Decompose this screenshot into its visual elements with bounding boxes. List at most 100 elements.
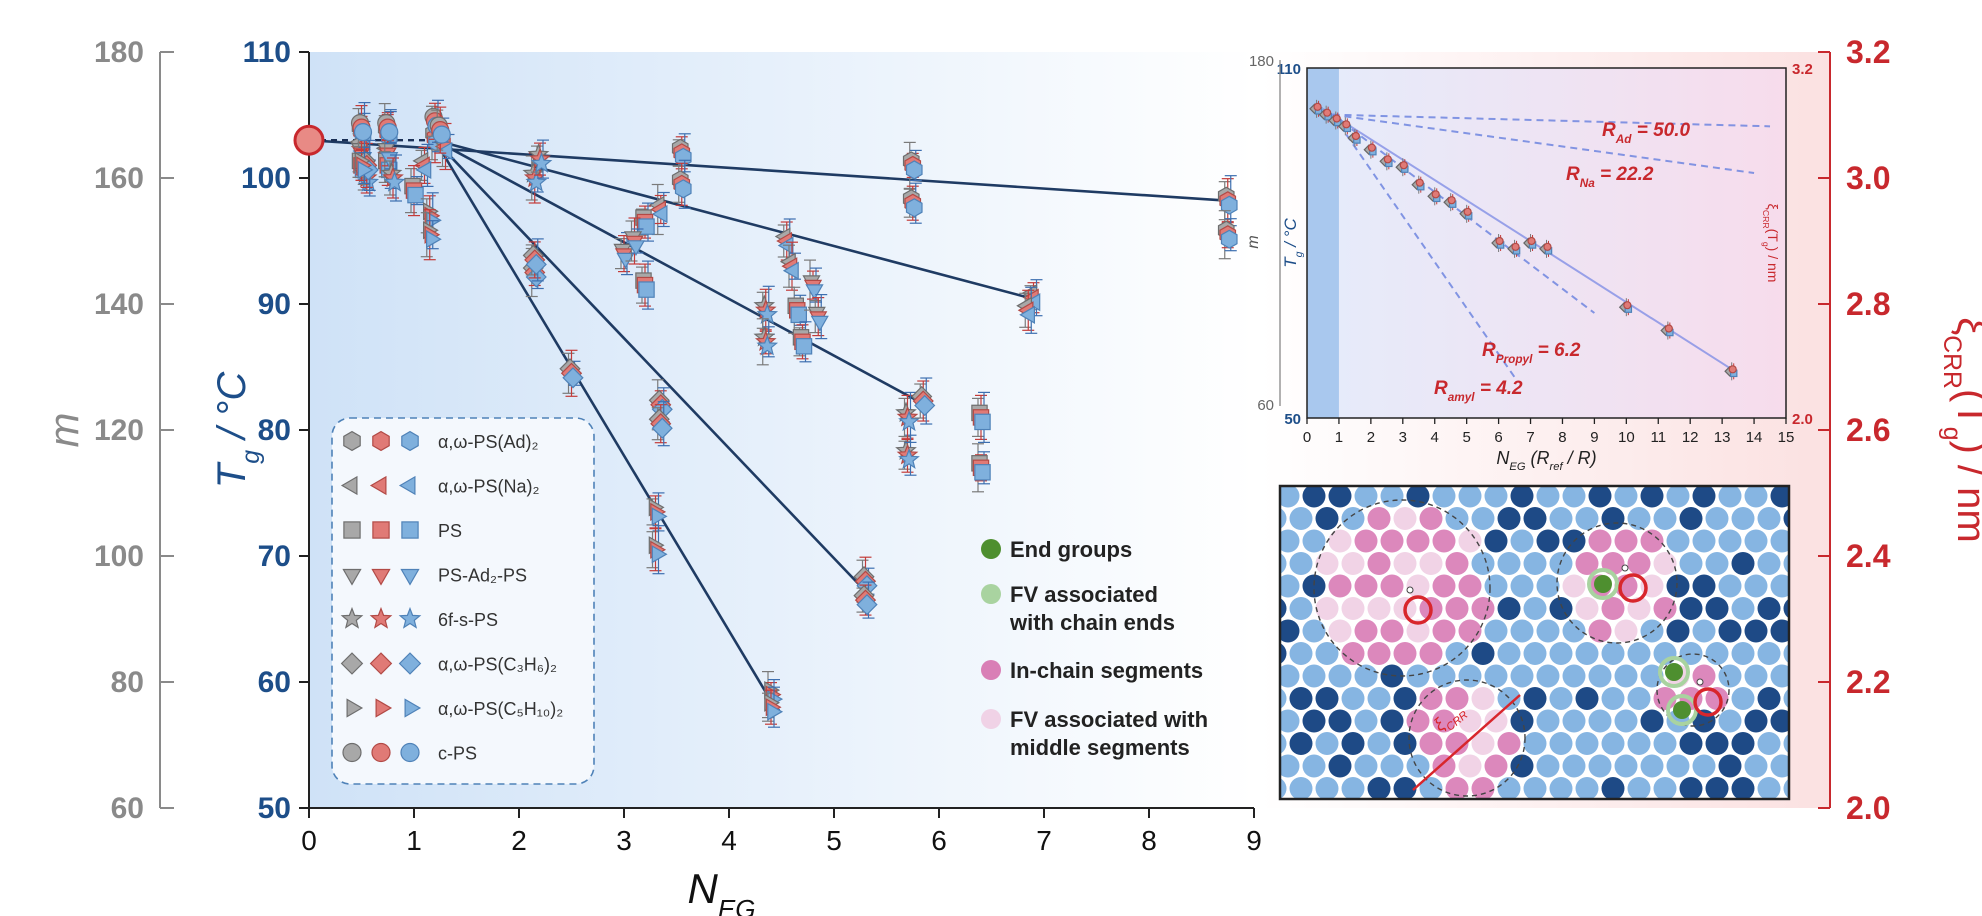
schematic-particle <box>1744 574 1768 598</box>
schematic-particle <box>1280 733 1287 754</box>
schematic-particle <box>1406 574 1430 598</box>
legend: α,ω-PS(Ad)₂ α,ω-PS(Na)₂ PS PS-Ad₂-PS 6f-s-PS… <box>331 417 595 785</box>
inset-data-point <box>1443 193 1457 212</box>
legend-label: PS-Ad₂-PS <box>438 566 527 586</box>
xi-axis-tick-label: 3.2 <box>1846 34 1890 70</box>
xi-axis-tick-label: 2.4 <box>1846 538 1891 574</box>
marker-square <box>974 413 991 431</box>
schematic-particle <box>1280 643 1287 664</box>
schematic-particle <box>1614 529 1638 553</box>
schematic-particle <box>1380 529 1404 553</box>
schematic-particle <box>1692 754 1716 778</box>
schematic-particle <box>1484 486 1508 508</box>
schematic-particle <box>1289 552 1313 575</box>
schematic-end-group <box>1673 701 1691 719</box>
schematic-particle <box>1484 529 1508 553</box>
schematic-particle <box>1419 777 1443 799</box>
schematic-particle <box>1280 754 1300 778</box>
schematic-particle <box>1510 664 1534 688</box>
data-point <box>671 159 692 209</box>
marker-circle <box>353 123 373 142</box>
schematic-particle <box>1315 507 1339 530</box>
inset-data-point <box>1618 298 1633 317</box>
schematic-particle <box>1523 507 1547 530</box>
schematic-particle <box>1523 642 1547 665</box>
schematic-crr-region <box>1408 679 1526 797</box>
marker-triangle-right <box>426 230 442 249</box>
schematic-particle <box>1484 574 1508 598</box>
schematic-particle <box>1744 664 1768 688</box>
legend-item: 6f-s-PS <box>340 606 498 630</box>
schematic-particle <box>1718 486 1742 508</box>
inset-x-tick-label: 6 <box>1494 429 1502 446</box>
schematic-particle <box>1588 529 1612 553</box>
schematic-particle <box>1393 552 1417 575</box>
data-point <box>807 294 829 340</box>
schematic-particle <box>1770 664 1789 688</box>
tg-axis-title: Tg / °C <box>210 371 265 489</box>
inset-xi-title: ξCRR(Tg) / nm <box>1761 204 1781 283</box>
data-point <box>1016 286 1038 334</box>
inset-marker <box>1332 114 1341 123</box>
schematic-particle <box>1575 687 1599 710</box>
schematic-particle <box>1666 486 1690 508</box>
schematic-particle <box>1497 552 1521 575</box>
schematic-hole <box>1696 678 1704 686</box>
schematic-particle <box>1406 619 1430 643</box>
schematic-particle <box>1367 552 1391 575</box>
schematic-particle <box>1705 777 1729 799</box>
schematic-particle <box>1653 597 1677 620</box>
schematic-particle <box>1536 619 1560 643</box>
schematic-particle <box>1406 529 1430 553</box>
schematic-particle <box>1367 642 1391 665</box>
schematic-particle <box>1744 529 1768 553</box>
inset-data-point <box>1379 152 1393 171</box>
data-point <box>429 106 451 154</box>
schematic-particle <box>1523 687 1547 710</box>
schematic-particle <box>1406 486 1430 508</box>
schematic-particle <box>1341 597 1365 620</box>
tg-axis-tick-label: 100 <box>241 162 291 195</box>
data-point <box>779 241 801 291</box>
x-axis-tick-label: 2 <box>511 825 527 856</box>
schematic-particle <box>1705 642 1729 665</box>
schematic-particle <box>1770 754 1789 778</box>
tg-axis-tick-label: 90 <box>258 288 291 321</box>
schematic-particle <box>1614 619 1638 643</box>
inset-data-point <box>1318 105 1332 124</box>
legend-item: PS <box>343 521 462 541</box>
legend-label: α,ω-PS(Ad)₂ <box>438 432 538 452</box>
schematic-particles <box>1280 486 1789 799</box>
inset-annotation: RNa = 22.2 <box>1566 164 1654 190</box>
schematic-particle <box>1679 732 1703 755</box>
schematic-particle <box>1731 597 1755 620</box>
inset-tg-tick-label: 110 <box>1277 61 1301 78</box>
x-axis-tick-label: 6 <box>931 825 947 856</box>
schematic-particle <box>1341 777 1365 799</box>
schematic-particle <box>1575 552 1599 575</box>
schematic-particle <box>1458 664 1482 688</box>
schematic-particle <box>1354 529 1378 553</box>
m-axis-tick-label: 180 <box>94 36 144 69</box>
schematic-particle <box>1471 687 1495 710</box>
marker-triangle-down <box>810 315 829 332</box>
x-axis-tick-label: 8 <box>1141 825 1157 856</box>
schematic-particle <box>1484 664 1508 688</box>
schematic-particle <box>1406 709 1430 733</box>
schematic-particle <box>1588 486 1612 508</box>
schematic-particle <box>1445 597 1469 620</box>
axis-labels: m Tg / °C NEG ξCRR(Tg) / nm <box>40 317 1982 916</box>
data-point <box>404 165 424 217</box>
schematic-particle <box>1770 529 1789 553</box>
key-label: In-chain segments <box>1010 658 1203 683</box>
schematic-particle <box>1692 574 1716 598</box>
key-swatch <box>981 539 1001 559</box>
marker-triangle-right <box>767 702 784 721</box>
schematic-particle <box>1497 597 1521 620</box>
fit-lines <box>308 138 1228 702</box>
data-point <box>762 686 784 728</box>
inset-data-point <box>1395 158 1409 177</box>
schematic-particle <box>1289 642 1313 665</box>
schematic-particle <box>1705 552 1729 575</box>
m-axis-title: m <box>40 413 87 448</box>
